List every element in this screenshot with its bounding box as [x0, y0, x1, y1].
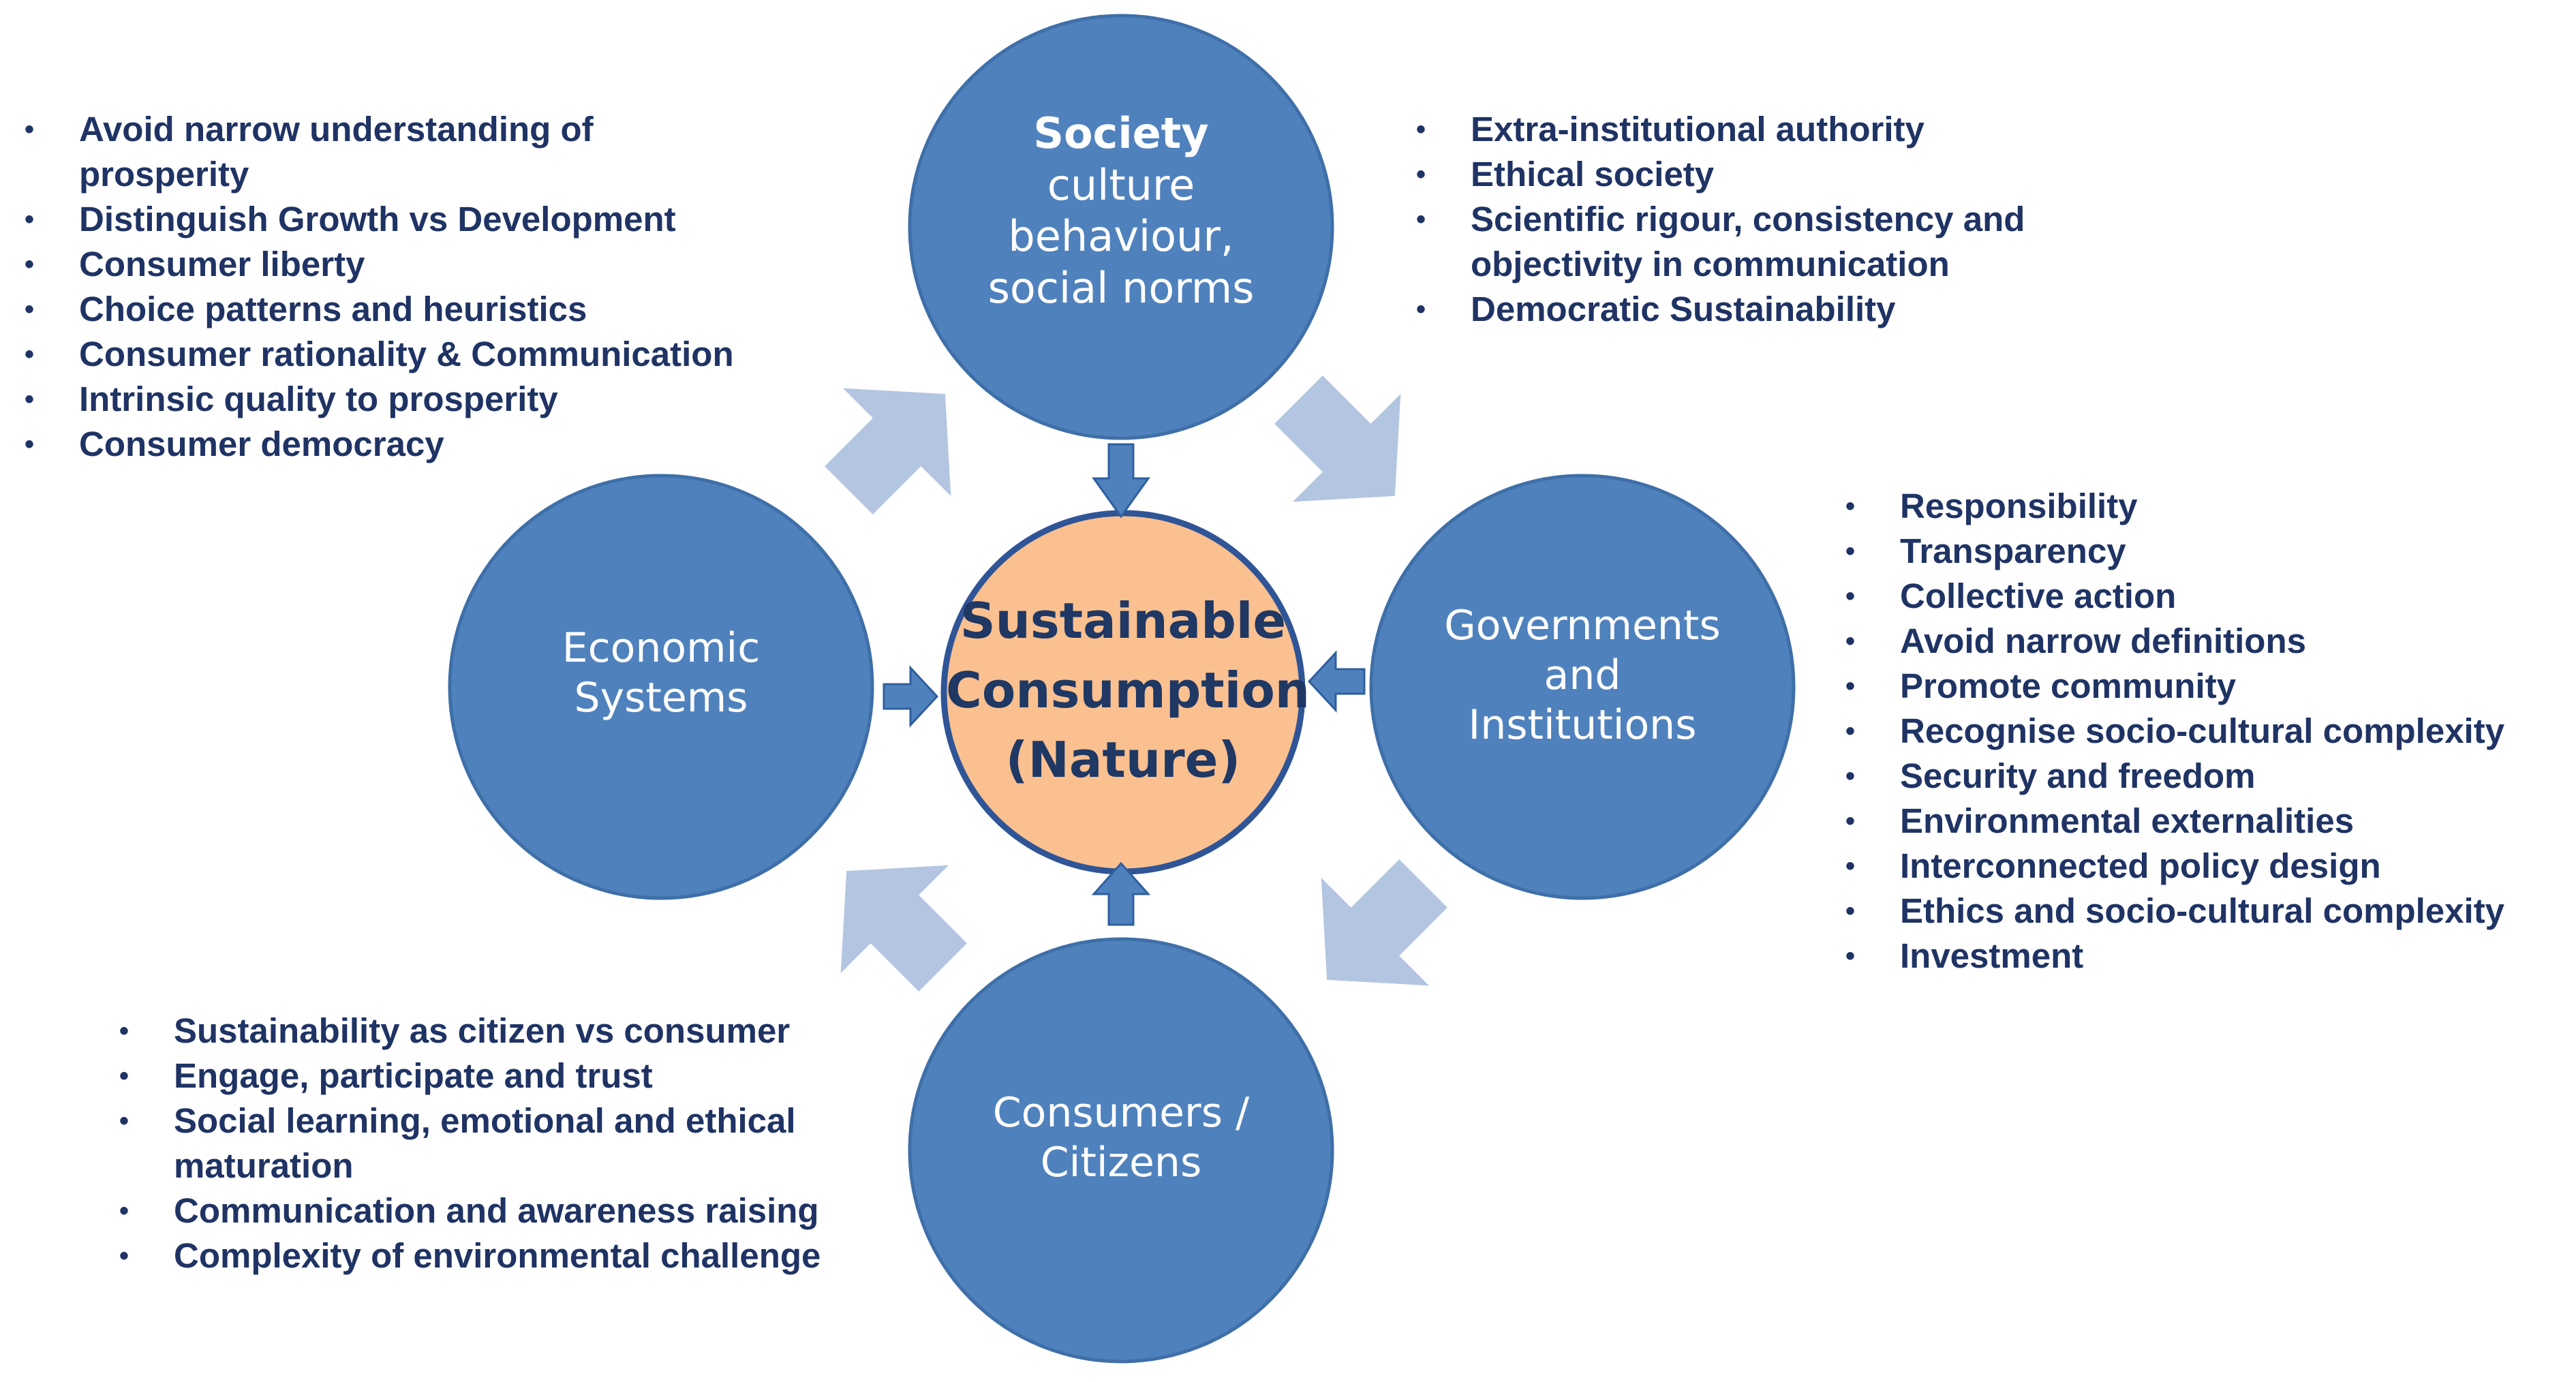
list-item: Ethical society: [1416, 152, 2166, 197]
society-subtitle-2: behaviour,: [1008, 211, 1234, 262]
list-item: Democratic Sustainability: [1416, 287, 2166, 332]
list-item: Scientific rigour, consistency and objec…: [1416, 197, 2084, 287]
list-item: Ethics and socio-cultural complexity: [1845, 889, 2575, 934]
list-item: Avoid narrow definitions: [1845, 619, 2575, 664]
cycle-arrow-governments-to-consumers: [1321, 859, 1447, 986]
society-label: Society culture behaviour, social norms: [944, 108, 1298, 314]
list-item: Environmental externalities: [1845, 799, 2575, 844]
economic-systems-label: Economic Systems: [491, 624, 831, 723]
list-item: Choice patterns and heuristics: [25, 287, 842, 332]
economic-line-2: Systems: [574, 674, 748, 722]
list-item: Intrinsic quality to prosperity: [25, 377, 842, 422]
arrow-consumers-to-center: [1091, 861, 1151, 926]
list-item: Transparency: [1845, 529, 2575, 574]
cycle-arrow-economic-to-society: [825, 388, 951, 515]
list-item: Interconnected policy design: [1845, 844, 2575, 889]
list-item: Promote community: [1845, 664, 2575, 709]
consumers-circle: [908, 937, 1334, 1364]
list-item: Collective action: [1845, 574, 2575, 619]
economic-line-1: Economic: [562, 624, 761, 672]
governments-list: Responsibility Transparency Collective a…: [1845, 484, 2575, 979]
center-label: Sustainable Consumption (Nature): [946, 586, 1310, 795]
list-item: Communication and awareness raising: [119, 1188, 937, 1233]
arrow-economic-to-center: [883, 665, 939, 728]
governments-label: Governments and Institutions: [1398, 601, 1766, 751]
center-line-1: Sustainable: [960, 592, 1287, 649]
list-item: Engage, participate and trust: [119, 1054, 937, 1099]
society-circle: [908, 14, 1334, 440]
arrow-society-to-center: [1092, 443, 1150, 519]
arrow-governments-to-center: [1307, 650, 1366, 713]
society-subtitle-3: social norms: [987, 262, 1255, 313]
list-item: Investment: [1845, 934, 2575, 979]
society-subtitle-1: culture: [1047, 159, 1195, 210]
governments-line-1: Governments: [1444, 602, 1721, 649]
list-item: Social learning, emotional and ethical m…: [119, 1099, 869, 1188]
list-item: Consumer rationality & Communication: [25, 332, 842, 377]
society-title: Society: [1033, 108, 1209, 158]
consumers-line-1: Consumers /: [992, 1089, 1250, 1137]
governments-line-2: and: [1544, 651, 1621, 700]
list-item: Consumer democracy: [25, 422, 842, 467]
list-item: Complexity of environmental challenge: [119, 1233, 937, 1278]
list-item: Consumer liberty: [25, 242, 842, 287]
center-line-2: Consumption: [946, 662, 1310, 720]
economic-systems-circle: [448, 474, 874, 900]
economic-list: Avoid narrow understanding of prosperity…: [25, 107, 842, 467]
consumers-list: Sustainability as citizen vs consumer En…: [119, 1009, 937, 1278]
list-item: Recognise socio-cultural complexity: [1845, 709, 2575, 754]
consumers-label: Consumers / Citizens: [951, 1088, 1291, 1188]
consumers-line-2: Citizens: [1040, 1139, 1202, 1187]
list-item: Avoid narrow understanding of prosperity: [25, 107, 665, 197]
list-item: Distinguish Growth vs Development: [25, 197, 842, 242]
list-item: Security and freedom: [1845, 754, 2575, 799]
list-item: Responsibility: [1845, 484, 2575, 529]
center-line-3: (Nature): [1005, 731, 1241, 789]
list-item: Extra-institutional authority: [1416, 107, 2166, 152]
cycle-arrow-society-to-governments: [1274, 375, 1401, 502]
society-list: Extra-institutional authority Ethical so…: [1416, 107, 2166, 332]
cycle-arrow-consumers-to-economic: [840, 865, 967, 992]
governments-line-3: Institutions: [1468, 701, 1697, 750]
list-item: Sustainability as citizen vs consumer: [119, 1009, 937, 1054]
governments-circle: [1369, 474, 1796, 900]
